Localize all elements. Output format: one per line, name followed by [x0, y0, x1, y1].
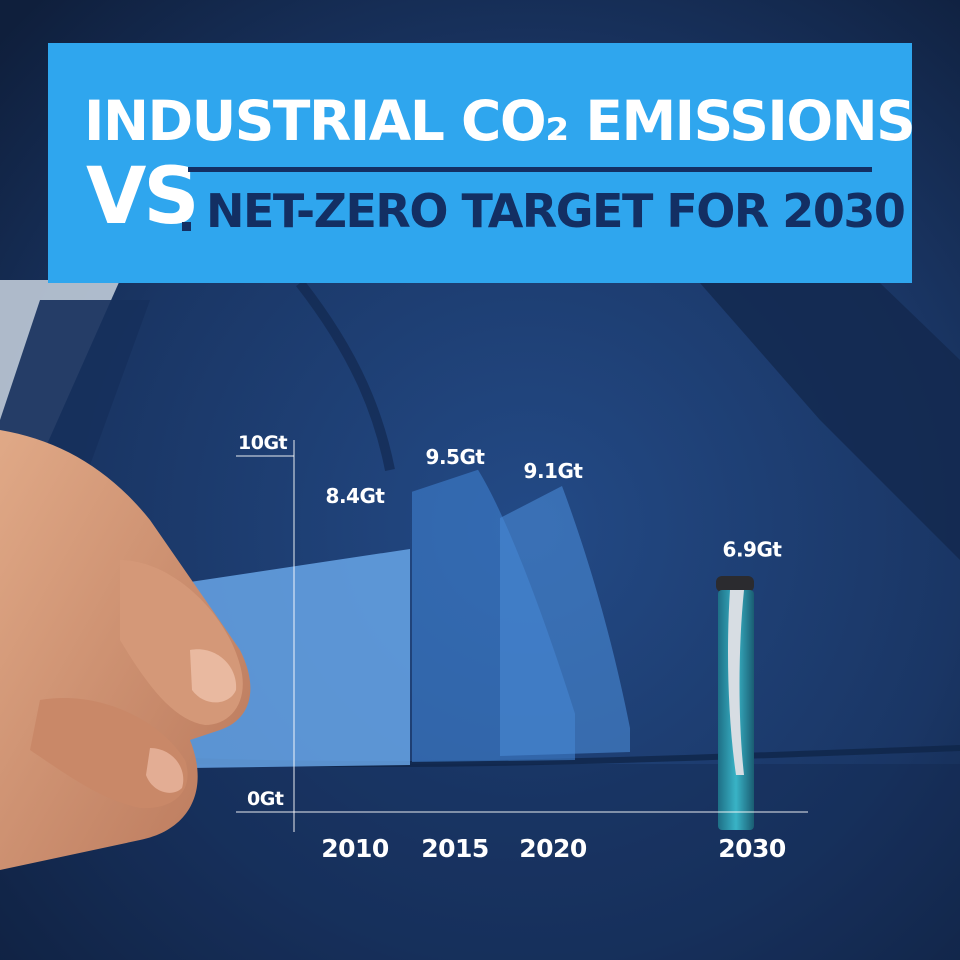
y-tick-label-max: 10Gt	[238, 432, 288, 454]
data-label-2030: 6.9Gt	[723, 537, 783, 561]
finger-lower	[30, 698, 188, 809]
pen	[716, 576, 754, 830]
x-tick-label-2010: 2010	[321, 834, 389, 863]
y-tick-label-zero: 0Gt	[247, 788, 284, 810]
x-tick-label-2020: 2020	[519, 834, 587, 863]
pen-clip-top	[716, 576, 754, 592]
axes: 10Gt 0Gt	[236, 432, 808, 832]
bar-2020	[500, 486, 630, 756]
vs-dot	[182, 222, 191, 231]
data-label-2010: 8.4Gt	[326, 484, 386, 508]
x-tick-label-2030: 2030	[718, 834, 786, 863]
lapel-right	[700, 283, 960, 560]
title-line2: NET-ZERO TARGET FOR 2030	[206, 184, 906, 238]
title-vs: VS	[86, 152, 200, 242]
title-banner	[48, 43, 912, 283]
title-underline	[188, 167, 872, 172]
pen-clip	[728, 590, 744, 775]
title-line1: INDUSTRIAL CO₂ EMISSIONS	[84, 89, 916, 153]
finger-lower-nail	[146, 748, 184, 793]
data-labels: 8.4Gt 9.5Gt 9.1Gt 6.9Gt	[326, 445, 783, 562]
hand	[0, 430, 251, 870]
data-label-2020: 9.1Gt	[524, 459, 584, 483]
suit-seam	[296, 279, 395, 471]
x-tick-labels: 2010 2015 2020 2030	[321, 834, 786, 863]
x-tick-label-2015: 2015	[421, 834, 489, 863]
data-label-2015: 9.5Gt	[426, 445, 486, 469]
thumb-nail	[190, 649, 237, 703]
